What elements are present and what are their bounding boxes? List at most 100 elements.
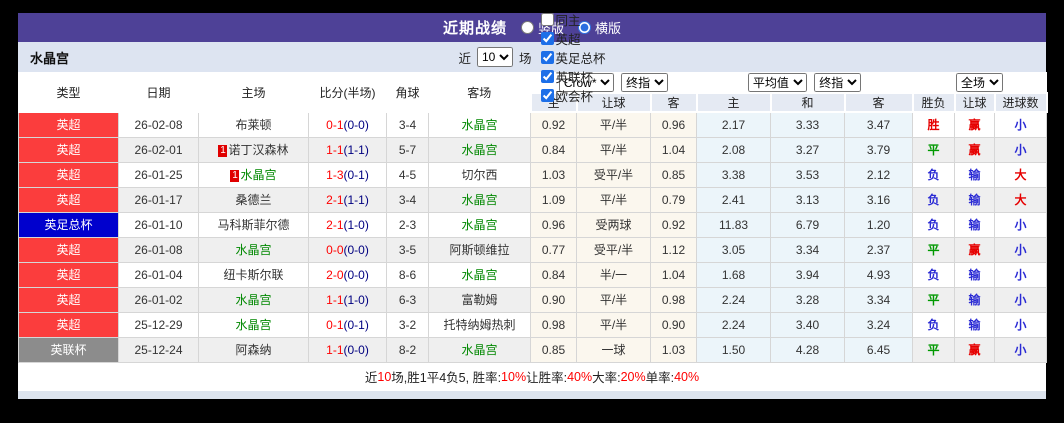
euro-home-odds: 1.68 [696, 261, 772, 288]
checkbox-label: 英超 [555, 32, 581, 47]
euro-draw-odds: 3.27 [770, 136, 846, 163]
home-team-cell: 水晶宫 [198, 286, 309, 313]
filter-bar: 水晶宫 近 10 场 同主 英超 英足总杯 英联杯 欧会杯 [18, 12, 1046, 104]
score-cell: 1-1(0-0) [308, 336, 387, 363]
result-cell: 负 [912, 161, 956, 188]
handicap-result-cell: 输 [954, 261, 996, 288]
home-team-cell: 布莱顿 [198, 111, 309, 138]
vertical-radio-input[interactable] [520, 21, 534, 34]
euro-draw-odds: 3.33 [770, 111, 846, 138]
red-card-badge: 1 [218, 145, 228, 157]
away-team-cell: 水晶宫 [428, 261, 531, 288]
subheader-euro-home: 主 [695, 92, 772, 113]
col-header-home: 主场 [198, 72, 309, 113]
layout-radio-horizontal[interactable]: 横版 [578, 18, 621, 37]
euro-draw-odds: 6.79 [770, 211, 846, 238]
asian-home-odds: 0.92 [530, 111, 577, 138]
checkbox-input[interactable] [540, 88, 554, 102]
euro-draw-odds: 4.28 [770, 336, 846, 363]
type-badge-cell: 英超 [18, 311, 119, 338]
date-cell: 25-12-29 [118, 311, 199, 338]
table-row: 英超 26-01-02 水晶宫 1-1(1-0) 6-3 富勒姆 0.90 平/半 0.98 2.… [18, 286, 1048, 313]
euro-away-odds: 1.20 [844, 211, 914, 238]
type-badge-cell: 英超 [18, 136, 119, 163]
subheader-goals: 进球数 [993, 92, 1048, 113]
asian-home-odds: 0.96 [530, 211, 577, 238]
table-row: 英超 26-01-04 纽卡斯尔联 2-0(0-0) 8-6 水晶宫 0.84 半/一 1.04… [18, 261, 1048, 288]
handicap-result-cell: 输 [954, 161, 996, 188]
filter-checkbox-英联杯[interactable]: 英联杯 [535, 67, 606, 86]
away-team-cell: 托特纳姆热刺 [428, 311, 531, 338]
euro-draw-odds: 3.28 [770, 286, 846, 313]
home-team-cell: 阿森纳 [198, 336, 309, 363]
filter-checkbox-英超[interactable]: 英超 [535, 29, 606, 48]
col-header-type: 类型 [18, 72, 119, 113]
euro-odds-type-select[interactable]: 终指 [814, 73, 862, 92]
date-cell: 26-01-17 [118, 186, 199, 213]
asian-odds-type-select[interactable]: 终指 [621, 73, 669, 92]
away-team-cell: 水晶宫 [428, 211, 531, 238]
summary-segment: 20% [620, 369, 646, 384]
checkbox-input[interactable] [540, 31, 554, 45]
filter-checkbox-英足总杯[interactable]: 英足总杯 [535, 48, 606, 67]
date-cell: 26-01-08 [118, 236, 199, 263]
handicap-result-cell: 赢 [954, 136, 996, 163]
euro-away-odds: 6.45 [844, 336, 914, 363]
date-cell: 26-01-25 [118, 161, 199, 188]
result-cell: 胜 [912, 111, 956, 138]
date-cell: 26-02-01 [118, 136, 199, 163]
handicap-line: 受两球 [576, 211, 651, 238]
scope-select[interactable]: 全场 [956, 73, 1004, 92]
score-cell: 1-1(1-0) [308, 286, 387, 313]
goals-result-cell: 小 [994, 336, 1048, 363]
home-team-cell: 马科斯菲尔德 [198, 211, 309, 238]
handicap-line: 平/半 [576, 311, 651, 338]
corners-cell: 3-4 [386, 186, 429, 213]
filter-checkbox-同主[interactable]: 同主 [535, 10, 606, 29]
result-cell: 平 [912, 336, 956, 363]
result-cell: 平 [912, 286, 956, 313]
home-team-cell: 水晶宫 [198, 236, 309, 263]
match-count-select[interactable]: 10 [476, 47, 513, 67]
checkbox-label: 欧会杯 [555, 89, 594, 104]
checkbox-input[interactable] [540, 69, 554, 83]
asian-home-odds: 0.84 [530, 136, 577, 163]
asian-away-odds: 1.04 [649, 261, 698, 288]
away-team-cell: 水晶宫 [428, 186, 531, 213]
date-cell: 26-01-04 [118, 261, 199, 288]
summary-line: 近 10 场,胜1平4负5, 胜率: 10% 让胜率: 40% 大率: 20% 单率: 40… [18, 362, 1046, 391]
title-bar: 近期战绩 竖版 横版 [18, 13, 1046, 42]
table-row: 英超 26-01-17 桑德兰 2-1(1-1) 3-4 水晶宫 1.09 平/半 0.79 2.… [18, 186, 1048, 213]
handicap-line: 一球 [576, 336, 651, 363]
horizontal-radio-input[interactable] [578, 21, 591, 34]
goals-result-cell: 小 [994, 211, 1048, 238]
average-select[interactable]: 平均值 [747, 73, 807, 92]
filter-checkbox-欧会杯[interactable]: 欧会杯 [535, 86, 606, 105]
subheader-handicap-result: 让球 [953, 92, 996, 113]
asian-away-odds: 0.96 [649, 111, 698, 138]
horizontal-radio-label: 横版 [595, 21, 622, 36]
euro-home-odds: 1.50 [696, 336, 772, 363]
euro-draw-odds: 3.53 [770, 161, 846, 188]
odds-source-select[interactable]: Crow* [558, 73, 614, 92]
asian-away-odds: 0.79 [649, 186, 698, 213]
date-cell: 26-01-10 [118, 211, 199, 238]
type-badge-cell: 英超 [18, 236, 119, 263]
table-row: 英超 26-01-25 1 水晶宫 1-3(0-1) 4-5 切尔西 1.03 受平/半 0.85… [18, 161, 1048, 188]
checkbox-input[interactable] [540, 50, 554, 64]
table-row: 英足总杯 26-01-10 马科斯菲尔德 2-1(1-0) 2-3 水晶宫 0.96 受两球 0… [18, 211, 1048, 238]
home-team-cell: 1 水晶宫 [198, 161, 309, 188]
checkbox-input[interactable] [540, 12, 554, 26]
score-cell: 2-1(1-1) [308, 186, 387, 213]
summary-segment: 近 [364, 371, 378, 385]
result-cell: 负 [912, 311, 956, 338]
type-badge-cell: 英超 [18, 161, 119, 188]
away-team-cell: 水晶宫 [428, 136, 531, 163]
col-header-date: 日期 [118, 72, 199, 113]
date-cell: 26-01-02 [118, 286, 199, 313]
team-name: 水晶宫 [30, 50, 70, 66]
handicap-line: 平/半 [576, 286, 651, 313]
handicap-line: 平/半 [576, 111, 651, 138]
home-team-cell: 桑德兰 [198, 186, 309, 213]
